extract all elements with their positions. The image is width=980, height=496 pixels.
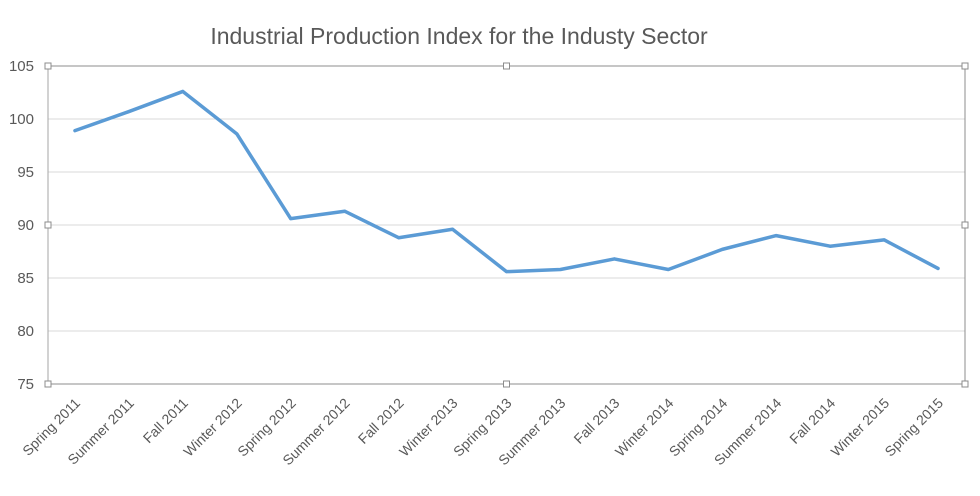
y-tick-label: 95 — [17, 164, 34, 181]
data-point — [828, 244, 832, 248]
chart-title: Industrial Production Index for the Indu… — [210, 23, 708, 49]
data-point — [612, 257, 616, 261]
data-point — [181, 89, 185, 93]
resize-handle — [44, 221, 52, 229]
data-point — [397, 236, 401, 240]
resize-handle — [961, 221, 969, 229]
data-point — [882, 238, 886, 242]
y-tick-label: 85 — [17, 270, 34, 287]
y-tick-label: 80 — [17, 323, 34, 340]
series-line — [73, 89, 940, 274]
x-tick-label: Fall 2013 — [570, 395, 622, 447]
x-tick-label: Fall 2011 — [140, 395, 191, 446]
data-point — [235, 132, 239, 136]
resize-handle — [44, 380, 52, 388]
y-tick-label: 90 — [17, 217, 34, 234]
resize-handle — [503, 62, 510, 70]
x-tick-label: Fall 2012 — [355, 395, 407, 447]
data-point — [666, 268, 670, 272]
x-tick-label: Fall 2014 — [786, 395, 838, 447]
data-point — [774, 234, 778, 238]
x-tick-label: Spring 2015 — [881, 395, 946, 460]
data-point — [558, 268, 562, 272]
data-point — [73, 129, 77, 133]
data-point — [720, 247, 724, 251]
resize-handle — [961, 62, 969, 70]
y-tick-label: 100 — [9, 111, 34, 128]
data-point — [127, 110, 131, 114]
y-tick-label: 75 — [17, 376, 34, 393]
resize-handle — [503, 380, 510, 388]
data-point — [289, 217, 293, 221]
resize-handle — [961, 380, 969, 388]
y-tick-label: 105 — [9, 58, 34, 75]
data-point — [936, 266, 940, 270]
data-point — [343, 209, 347, 213]
data-point — [505, 270, 508, 274]
resize-handle — [44, 62, 52, 70]
data-point — [451, 227, 455, 231]
